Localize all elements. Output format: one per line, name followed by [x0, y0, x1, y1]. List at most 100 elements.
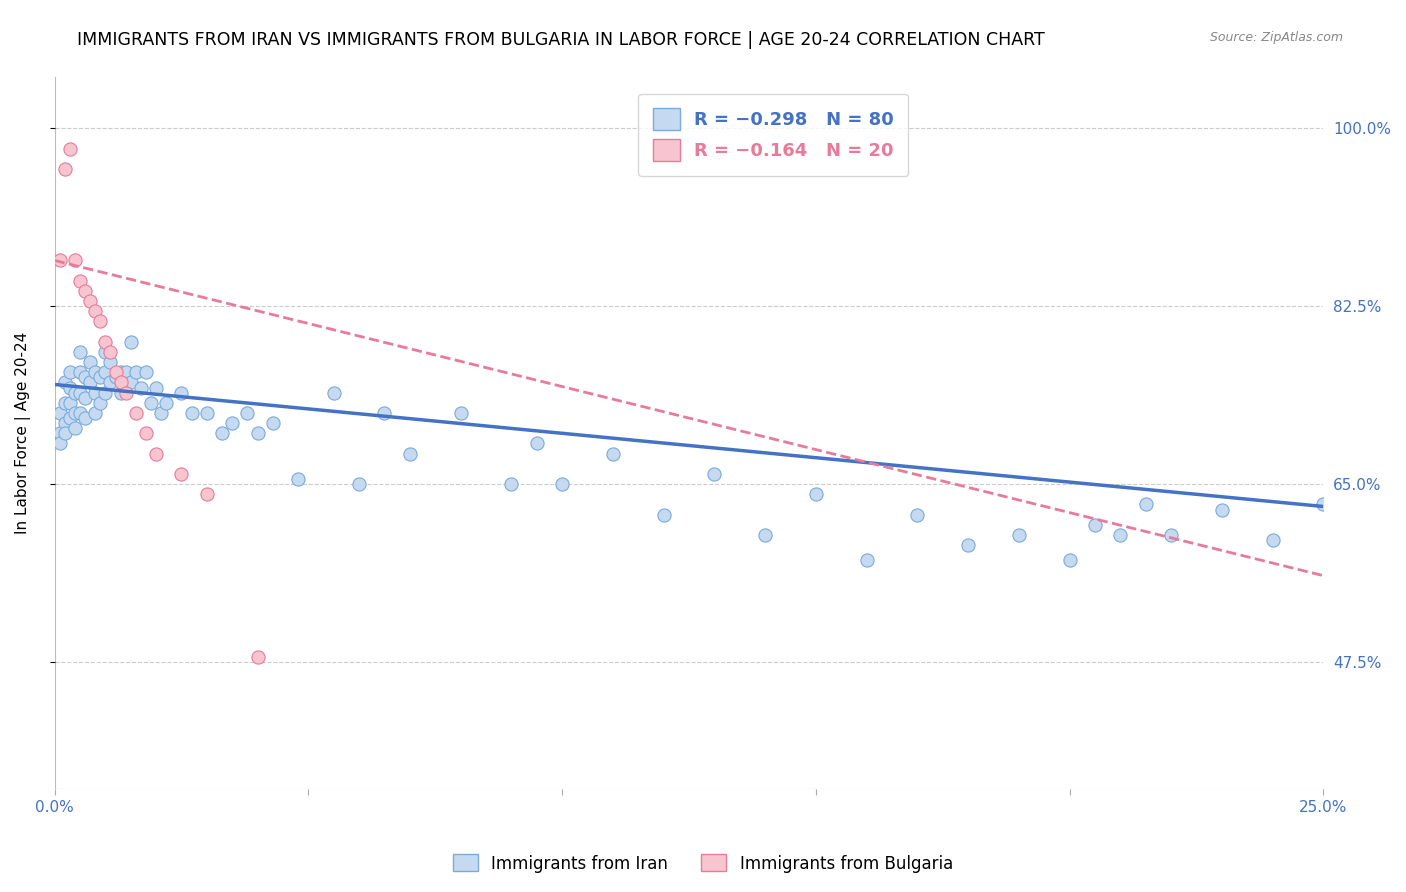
Point: [114, 365, 136, 379]
Point: [855, 553, 877, 567]
Point: [59, 396, 82, 410]
Point: [195, 406, 218, 420]
Point: [135, 426, 157, 441]
Point: [526, 436, 548, 450]
Point: [110, 365, 132, 379]
Point: [100, 345, 122, 359]
Point: [48, 406, 70, 420]
Point: [170, 467, 193, 481]
Point: [652, 508, 675, 522]
Point: [150, 406, 173, 420]
Point: [104, 370, 127, 384]
Point: [139, 396, 162, 410]
Point: [53, 416, 76, 430]
Point: [905, 508, 928, 522]
Point: [347, 477, 370, 491]
Point: [125, 365, 148, 379]
Point: [69, 406, 91, 420]
Point: [602, 447, 624, 461]
Point: [73, 391, 96, 405]
Point: [211, 426, 233, 441]
Point: [53, 396, 76, 410]
Point: [754, 528, 776, 542]
Point: [59, 411, 82, 425]
Point: [69, 274, 91, 288]
Point: [69, 365, 91, 379]
Point: [104, 365, 127, 379]
Point: [53, 376, 76, 390]
Point: [69, 385, 91, 400]
Point: [100, 376, 122, 390]
Point: [63, 421, 86, 435]
Point: [53, 426, 76, 441]
Point: [1084, 517, 1107, 532]
Point: [262, 416, 284, 430]
Point: [501, 477, 523, 491]
Point: [79, 376, 101, 390]
Point: [1135, 498, 1157, 512]
Point: [63, 385, 86, 400]
Point: [287, 472, 309, 486]
Point: [120, 376, 142, 390]
Point: [100, 355, 122, 369]
Point: [155, 396, 177, 410]
Point: [89, 370, 111, 384]
Text: Source: ZipAtlas.com: Source: ZipAtlas.com: [1209, 31, 1343, 45]
Point: [195, 487, 218, 501]
Point: [73, 411, 96, 425]
Point: [84, 365, 107, 379]
Point: [1211, 502, 1233, 516]
Point: [79, 294, 101, 309]
Point: [89, 314, 111, 328]
Point: [957, 538, 980, 552]
Point: [89, 396, 111, 410]
Point: [63, 406, 86, 420]
Point: [170, 385, 193, 400]
Point: [48, 426, 70, 441]
Point: [135, 365, 157, 379]
Point: [94, 345, 117, 359]
Legend: R = −0.298   N = 80, R = −0.164   N = 20: R = −0.298 N = 80, R = −0.164 N = 20: [638, 94, 908, 176]
Point: [1261, 533, 1284, 547]
Point: [145, 380, 167, 394]
Text: IMMIGRANTS FROM IRAN VS IMMIGRANTS FROM BULGARIA IN LABOR FORCE | AGE 20-24 CORR: IMMIGRANTS FROM IRAN VS IMMIGRANTS FROM …: [77, 31, 1045, 49]
Point: [180, 406, 202, 420]
Point: [373, 406, 395, 420]
Point: [48, 253, 70, 268]
Point: [59, 380, 82, 394]
Point: [450, 406, 472, 420]
Point: [73, 370, 96, 384]
Point: [1160, 528, 1182, 542]
Point: [322, 385, 344, 400]
Point: [120, 334, 142, 349]
Point: [84, 304, 107, 318]
Point: [59, 142, 82, 156]
Point: [804, 487, 827, 501]
Point: [73, 284, 96, 298]
Point: [1059, 553, 1081, 567]
Point: [1312, 498, 1334, 512]
Point: [69, 345, 91, 359]
Point: [246, 650, 269, 665]
Point: [1008, 528, 1031, 542]
Point: [125, 406, 148, 420]
Point: [84, 406, 107, 420]
Point: [79, 355, 101, 369]
Point: [1109, 528, 1132, 542]
Point: [703, 467, 725, 481]
Point: [94, 365, 117, 379]
Point: [221, 416, 243, 430]
Point: [94, 334, 117, 349]
Point: [63, 253, 86, 268]
Point: [129, 380, 152, 394]
Point: [59, 365, 82, 379]
Legend: Immigrants from Iran, Immigrants from Bulgaria: Immigrants from Iran, Immigrants from Bu…: [446, 847, 960, 880]
Point: [48, 436, 70, 450]
Point: [246, 426, 269, 441]
Point: [84, 385, 107, 400]
Point: [53, 161, 76, 176]
Point: [110, 376, 132, 390]
Point: [110, 385, 132, 400]
Point: [398, 447, 420, 461]
Point: [94, 385, 117, 400]
